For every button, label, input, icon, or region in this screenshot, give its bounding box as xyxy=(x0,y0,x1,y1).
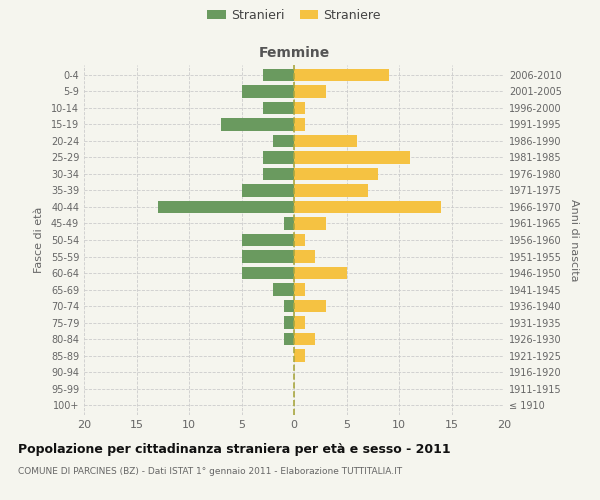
Bar xyxy=(221,118,294,130)
Bar xyxy=(294,85,325,98)
Text: COMUNE DI PARCINES (BZ) - Dati ISTAT 1° gennaio 2011 - Elaborazione TUTTITALIA.I: COMUNE DI PARCINES (BZ) - Dati ISTAT 1° … xyxy=(18,468,402,476)
Bar xyxy=(294,267,347,279)
Bar xyxy=(263,168,294,180)
Y-axis label: Anni di nascita: Anni di nascita xyxy=(569,198,578,281)
Bar xyxy=(241,85,294,98)
Bar xyxy=(284,300,294,312)
Bar xyxy=(294,184,367,196)
Bar xyxy=(294,201,441,213)
Bar xyxy=(294,316,305,328)
Bar xyxy=(284,218,294,230)
Bar xyxy=(157,201,294,213)
Bar xyxy=(294,218,325,230)
Bar xyxy=(263,152,294,164)
Text: Femmine: Femmine xyxy=(259,46,329,60)
Bar xyxy=(241,267,294,279)
Bar xyxy=(284,333,294,345)
Bar xyxy=(294,250,315,262)
Bar xyxy=(273,135,294,147)
Bar xyxy=(284,316,294,328)
Bar xyxy=(294,102,305,114)
Bar xyxy=(294,168,378,180)
Y-axis label: Fasce di età: Fasce di età xyxy=(34,207,44,273)
Text: Popolazione per cittadinanza straniera per età e sesso - 2011: Popolazione per cittadinanza straniera p… xyxy=(18,442,451,456)
Bar xyxy=(241,184,294,196)
Bar xyxy=(294,350,305,362)
Bar xyxy=(294,68,389,81)
Bar xyxy=(294,152,409,164)
Bar xyxy=(273,284,294,296)
Bar xyxy=(294,135,357,147)
Legend: Stranieri, Straniere: Stranieri, Straniere xyxy=(207,8,381,22)
Bar xyxy=(263,102,294,114)
Bar xyxy=(294,234,305,246)
Bar xyxy=(263,68,294,81)
Bar xyxy=(294,333,315,345)
Bar xyxy=(294,118,305,130)
Bar xyxy=(294,284,305,296)
Bar xyxy=(294,300,325,312)
Bar xyxy=(241,234,294,246)
Bar xyxy=(241,250,294,262)
